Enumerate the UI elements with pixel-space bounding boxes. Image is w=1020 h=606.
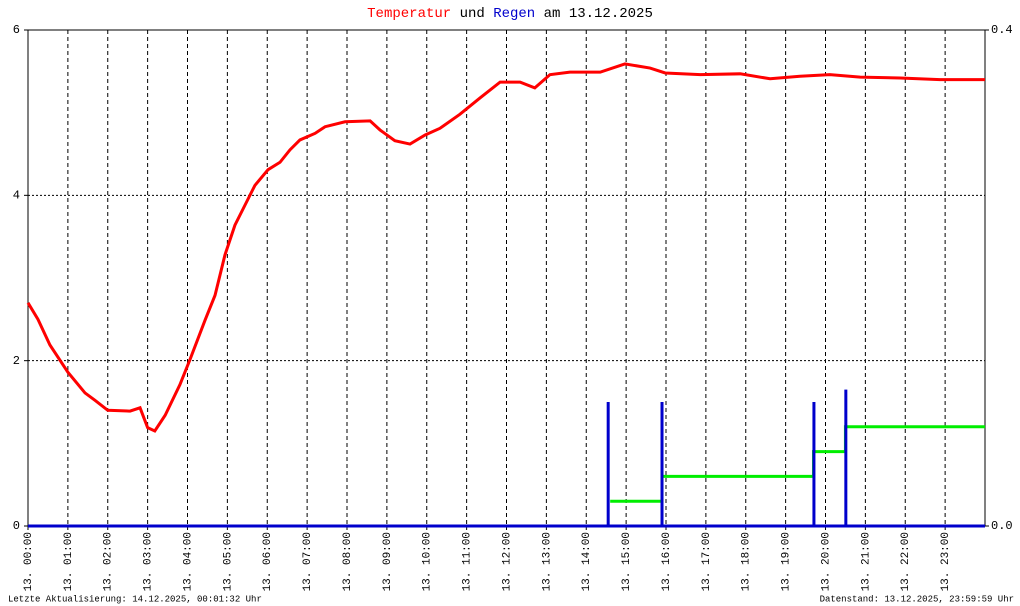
x-tick-label: 13. 03:00 <box>143 532 155 591</box>
x-tick-label: 13. 10:00 <box>422 532 434 591</box>
title-rain: Regen <box>493 6 535 22</box>
footer-right: Datenstand: 13.12.2025, 23:59:59 Uhr <box>820 594 1014 604</box>
x-tick-label: 13. 20:00 <box>820 532 832 591</box>
chart-title: Temperatur und Regen am 13.12.2025 <box>367 6 653 22</box>
x-tick-label: 13. 16:00 <box>661 532 673 591</box>
x-tick-label: 13. 09:00 <box>382 532 394 591</box>
x-tick-label: 13. 22:00 <box>900 532 912 591</box>
x-tick-label: 13. 12:00 <box>501 532 513 591</box>
title-und: und <box>460 6 485 22</box>
x-tick-label: 13. 14:00 <box>581 532 593 591</box>
x-tick-label: 13. 23:00 <box>940 532 952 591</box>
x-tick-label: 13. 21:00 <box>860 532 872 591</box>
x-tick-label: 13. 15:00 <box>621 532 633 591</box>
x-tick-label: 13. 01:00 <box>63 532 75 591</box>
y-tick-label: 2 <box>13 354 20 368</box>
x-tick-label: 13. 17:00 <box>701 532 713 591</box>
x-tick-label: 13. 00:00 <box>23 532 35 591</box>
x-tick-label: 13. 06:00 <box>262 532 274 591</box>
title-date: am 13.12.2025 <box>544 6 653 22</box>
x-tick-label: 13. 04:00 <box>182 532 194 591</box>
y-tick-label: 6 <box>13 23 20 37</box>
x-tick-label: 13. 11:00 <box>462 532 474 591</box>
rain-bar <box>844 389 848 526</box>
title-temp: Temperatur <box>367 6 451 22</box>
x-tick-label: 13. 05:00 <box>222 532 234 591</box>
y2-tick-label: 0.4 <box>991 23 1013 37</box>
footer-left: Letzte Aktualisierung: 14.12.2025, 00:01… <box>8 594 262 604</box>
x-tick-label: 13. 18:00 <box>741 532 753 591</box>
series-line <box>26 62 985 433</box>
x-tick-label: 13. 08:00 <box>342 532 354 591</box>
x-tick-label: 13. 19:00 <box>781 532 793 591</box>
y2-tick-label: 0.0 <box>991 519 1013 533</box>
y-tick-label: 0 <box>13 519 20 533</box>
rain-bar <box>660 402 664 526</box>
rain-bar <box>606 402 610 526</box>
x-tick-label: 13. 13:00 <box>541 532 553 591</box>
y-tick-label: 4 <box>13 189 20 203</box>
x-tick-label: 13. 07:00 <box>302 532 314 591</box>
x-tick-label: 13. 02:00 <box>103 532 115 591</box>
rain-bar <box>812 402 816 526</box>
